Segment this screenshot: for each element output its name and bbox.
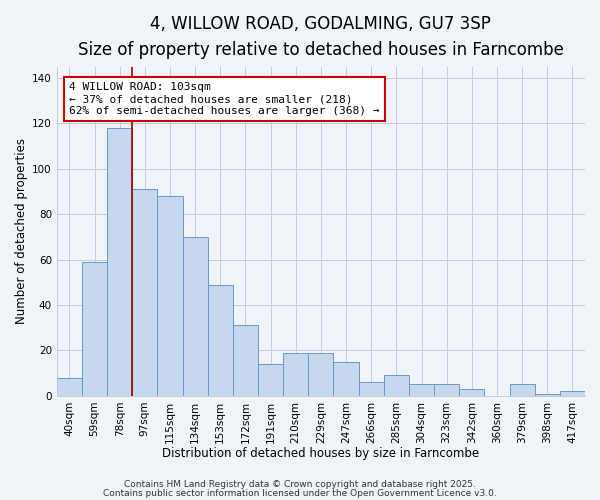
Bar	[82, 262, 107, 396]
Bar	[409, 384, 434, 396]
Bar	[182, 237, 208, 396]
X-axis label: Distribution of detached houses by size in Farncombe: Distribution of detached houses by size …	[163, 447, 479, 460]
Title: 4, WILLOW ROAD, GODALMING, GU7 3SP
Size of property relative to detached houses : 4, WILLOW ROAD, GODALMING, GU7 3SP Size …	[78, 15, 564, 60]
Y-axis label: Number of detached properties: Number of detached properties	[15, 138, 28, 324]
Bar	[208, 284, 233, 396]
Bar	[283, 352, 308, 396]
Bar	[157, 196, 182, 396]
Bar	[459, 389, 484, 396]
Text: Contains HM Land Registry data © Crown copyright and database right 2025.: Contains HM Land Registry data © Crown c…	[124, 480, 476, 489]
Text: 4 WILLOW ROAD: 103sqm
← 37% of detached houses are smaller (218)
62% of semi-det: 4 WILLOW ROAD: 103sqm ← 37% of detached …	[70, 82, 380, 116]
Text: Contains public sector information licensed under the Open Government Licence v3: Contains public sector information licen…	[103, 489, 497, 498]
Bar	[258, 364, 283, 396]
Bar	[509, 384, 535, 396]
Bar	[434, 384, 459, 396]
Bar	[384, 376, 409, 396]
Bar	[57, 378, 82, 396]
Bar	[535, 394, 560, 396]
Bar	[334, 362, 359, 396]
Bar	[308, 352, 334, 396]
Bar	[359, 382, 384, 396]
Bar	[560, 392, 585, 396]
Bar	[233, 326, 258, 396]
Bar	[107, 128, 132, 396]
Bar	[132, 189, 157, 396]
